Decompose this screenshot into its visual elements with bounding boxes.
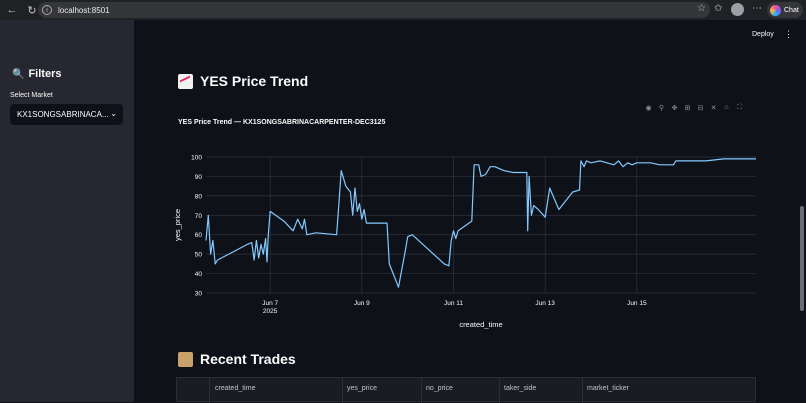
- address-bar[interactable]: i localhost:8501 ☆: [38, 2, 710, 18]
- pan-icon[interactable]: ✥: [671, 105, 678, 112]
- bookmark-star-icon[interactable]: ☆: [697, 3, 706, 14]
- column-divider[interactable]: [421, 378, 422, 403]
- x-tick-label: Jun 11: [444, 300, 463, 307]
- y-tick-label: 90: [195, 174, 203, 181]
- fullscreen-icon[interactable]: ⛶: [737, 104, 742, 111]
- market-select[interactable]: KX1SONGSABRINACA... ⌄: [10, 104, 123, 125]
- chat-button[interactable]: Chat: [767, 2, 803, 18]
- chart-title: YES Price Trend — KX1SONGSABRINACARPENTE…: [178, 119, 386, 126]
- camera-icon[interactable]: ◉: [645, 105, 652, 112]
- x-tick-label: Jun 15: [627, 300, 647, 307]
- column-header-created-time[interactable]: created_time: [215, 385, 256, 392]
- yes-price-line: [205, 158, 756, 288]
- column-header-taker-side[interactable]: taker_side: [504, 385, 537, 392]
- trend-title: YES Price Trend: [200, 73, 309, 89]
- x-tick-label: Jun 13: [535, 300, 555, 307]
- x-tick-label: Jun 9: [354, 300, 370, 307]
- copilot-icon: [770, 4, 781, 16]
- column-header-yes-price[interactable]: yes_price: [347, 385, 377, 392]
- chat-label: Chat: [784, 6, 799, 14]
- y-tick-label: 60: [195, 232, 203, 239]
- recent-trades-title: Recent Trades: [200, 351, 296, 367]
- zoom-icon[interactable]: ⚲: [658, 105, 665, 112]
- clipboard-icon: [178, 351, 193, 367]
- chevron-down-icon: ⌄: [110, 109, 117, 118]
- y-axis-title: yes_price: [173, 209, 182, 241]
- y-tick-label: 70: [195, 213, 203, 220]
- column-divider[interactable]: [582, 378, 583, 403]
- y-tick-label: 40: [195, 271, 203, 278]
- x-tick-label: Jun 7: [262, 300, 278, 307]
- magnifier-icon: 🔍: [12, 68, 25, 80]
- autoscale-icon[interactable]: ✕: [710, 105, 717, 112]
- trades-table-header: created_time yes_price no_price taker_si…: [176, 377, 756, 403]
- favorites-icon[interactable]: ✩: [714, 3, 723, 14]
- x-axis-title: created_time: [459, 320, 502, 329]
- filters-title: Filters: [28, 68, 62, 80]
- back-icon[interactable]: ←: [6, 4, 18, 16]
- column-divider[interactable]: [499, 378, 500, 403]
- main-content: Deploy ⋮ YES Price Trend ◉ ⚲ ✥ ⊞ ⊟ ✕ ⌂ ⛶…: [134, 20, 806, 403]
- chart-increasing-icon: [178, 73, 193, 89]
- price-trend-chart: 30 40 50 60 70 80 90 100 Jun 7 Jun 9 Jun 11 Jun 13 J…: [173, 155, 756, 329]
- filters-heading: 🔍 Filters: [12, 68, 61, 80]
- x-tick-year-label: 2025: [263, 308, 278, 315]
- site-info-icon[interactable]: i: [42, 5, 52, 15]
- column-divider[interactable]: [209, 378, 210, 403]
- page-scrollbar[interactable]: [800, 206, 804, 311]
- sidebar: 🔍 Filters Select Market KX1SONGSABRINACA…: [0, 20, 134, 402]
- y-tick-label: 80: [195, 193, 203, 200]
- zoom-out-icon[interactable]: ⊟: [697, 105, 704, 112]
- home-icon[interactable]: ⌂: [724, 104, 729, 111]
- deploy-button[interactable]: Deploy: [752, 31, 774, 38]
- more-menu-icon[interactable]: ⋯: [752, 3, 762, 14]
- market-select-value: KX1SONGSABRINACA...: [17, 110, 109, 119]
- y-tick-label: 100: [191, 155, 202, 162]
- zoom-in-icon[interactable]: ⊞: [684, 105, 691, 112]
- main-menu-icon[interactable]: ⋮: [784, 29, 793, 39]
- chart-modebar: ◉ ⚲ ✥ ⊞ ⊟ ✕ ⌂ ⛶: [644, 104, 744, 112]
- select-market-label: Select Market: [10, 92, 53, 99]
- browser-toolbar: ← ↻ i localhost:8501 ☆ ✩ ⋯ Chat: [0, 0, 806, 20]
- column-header-market-ticker[interactable]: market_ticker: [587, 385, 630, 392]
- profile-avatar[interactable]: [731, 3, 744, 16]
- y-tick-label: 30: [195, 291, 203, 298]
- trend-heading: YES Price Trend: [178, 73, 308, 89]
- recent-trades-heading: Recent Trades: [178, 351, 296, 367]
- column-header-no-price[interactable]: no_price: [426, 385, 453, 392]
- y-tick-label: 50: [195, 252, 203, 259]
- reload-icon[interactable]: ↻: [27, 4, 37, 17]
- column-divider[interactable]: [342, 378, 343, 403]
- url-text: localhost:8501: [58, 5, 110, 15]
